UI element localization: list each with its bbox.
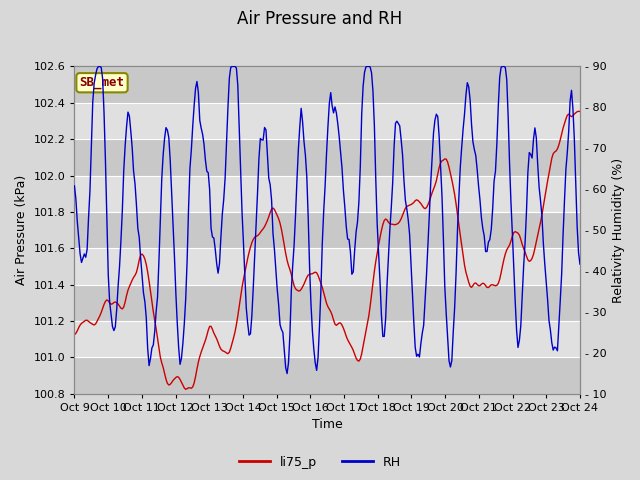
Bar — [74, 248, 580, 285]
Y-axis label: Air Pressure (kPa): Air Pressure (kPa) — [15, 175, 28, 285]
Bar — [74, 103, 580, 139]
X-axis label: Time: Time — [312, 419, 342, 432]
Text: Air Pressure and RH: Air Pressure and RH — [237, 10, 403, 28]
Y-axis label: Relativity Humidity (%): Relativity Humidity (%) — [612, 157, 625, 303]
Bar — [74, 66, 580, 103]
Legend: li75_p, RH: li75_p, RH — [234, 451, 406, 474]
Bar — [74, 212, 580, 248]
Text: SB_met: SB_met — [79, 76, 125, 89]
Bar — [74, 176, 580, 212]
Bar — [74, 139, 580, 176]
Bar — [74, 321, 580, 358]
Bar — [74, 358, 580, 394]
Bar — [74, 285, 580, 321]
